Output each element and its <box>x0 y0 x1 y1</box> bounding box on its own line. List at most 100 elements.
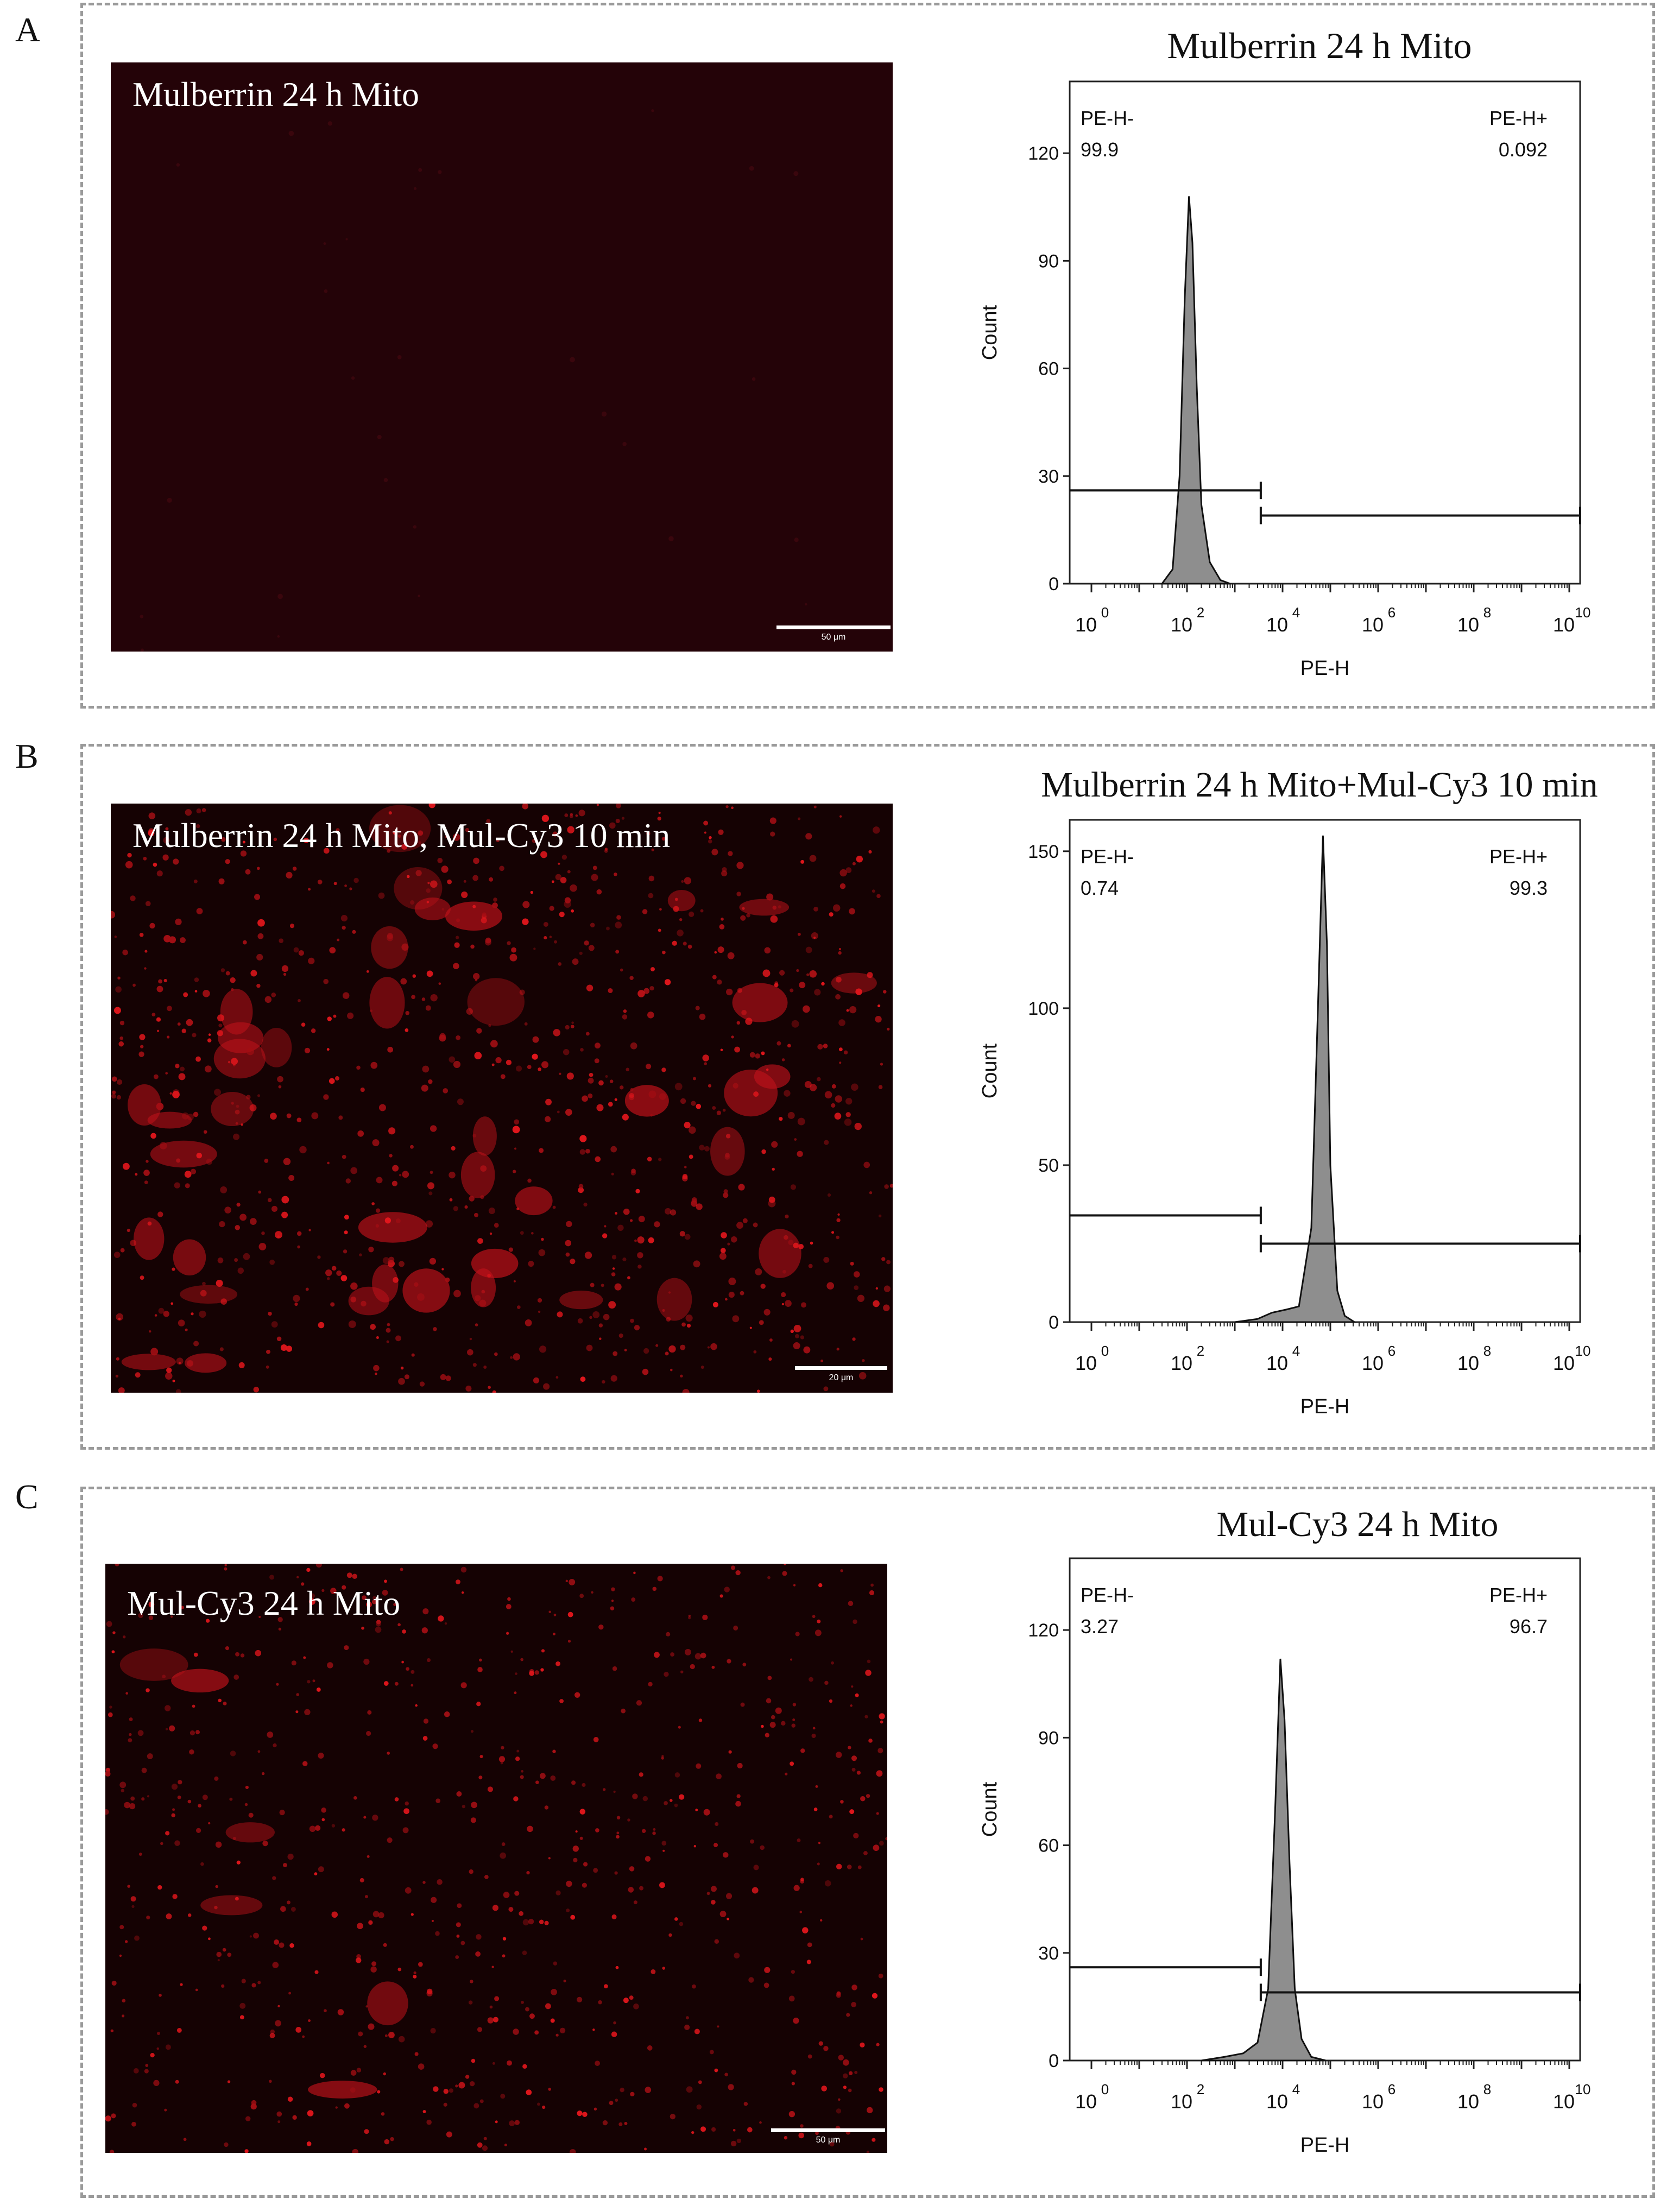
fluorescence-spot <box>469 1196 475 1202</box>
fluorescence-spot <box>495 1057 502 1064</box>
fluorescence-spot <box>388 2032 395 2038</box>
fluorescence-spot <box>400 1366 404 1370</box>
fluorescence-spot <box>454 942 460 948</box>
fluorescence-spot <box>595 2061 601 2066</box>
fluorescence-spot <box>823 1256 830 1263</box>
fluorescence-spot <box>366 1731 371 1736</box>
fluorescence-spot <box>700 1366 704 1369</box>
fluorescence-spot <box>402 1827 409 1834</box>
fluorescence-spot <box>473 973 480 980</box>
fluorescence-spot <box>225 971 230 976</box>
fluorescence-spot <box>214 1089 221 1096</box>
fluorescence-spot <box>559 912 565 918</box>
fluorescence-spot <box>495 2120 498 2123</box>
fluorescence-spot <box>153 1074 159 1079</box>
fluorescence-spot <box>704 831 706 834</box>
fluorescence-spot <box>217 1030 223 1037</box>
fluorescence-spot <box>214 1905 218 1910</box>
fluorescence-spot <box>506 1632 509 1635</box>
fluorescence-spot <box>370 1061 378 1069</box>
fluorescence-spot <box>532 838 536 843</box>
fluorescence-spot <box>191 1312 194 1316</box>
fluorescence-spot <box>863 1851 868 1856</box>
x-tick-exponent: 4 <box>1292 2081 1300 2097</box>
fluorescence-spot <box>377 434 382 440</box>
fluorescence-spot <box>591 874 598 881</box>
fluorescence-spot <box>400 978 407 985</box>
fluorescence-spot <box>651 1969 656 1974</box>
fluorescence-spot <box>606 926 610 931</box>
fluorescence-spot <box>736 1794 741 1798</box>
x-tick-exponent: 2 <box>1197 2081 1204 2097</box>
fluorescence-spot <box>303 837 309 843</box>
fluorescence-spot <box>441 865 449 873</box>
fluorescence-spot <box>707 1346 710 1349</box>
fluorescence-spot <box>444 835 448 839</box>
fluorescence-spot <box>740 1291 744 1295</box>
fluorescence-spot <box>141 1797 145 1801</box>
fluorescence-spot <box>836 1235 839 1240</box>
fluorescence-spot <box>288 1992 292 1995</box>
fluorescence-spot <box>324 2009 327 2013</box>
fluorescence-spot <box>522 2064 527 2069</box>
fluorescence-spot <box>143 1170 150 1176</box>
fluorescence-spot <box>749 1326 752 1329</box>
fluorescence-spot <box>430 1125 437 1132</box>
fluorescence-spot <box>363 1816 367 1819</box>
fluorescence-spot <box>594 1058 599 1064</box>
fluorescence-spot <box>849 1809 855 1815</box>
fluorescence-spot <box>510 1650 513 1653</box>
fluorescence-spot <box>125 861 133 869</box>
fluorescence-spot <box>647 1156 652 1162</box>
fluorescence-spot <box>277 1076 283 1083</box>
fluorescence-spot <box>649 986 654 991</box>
fluorescence-spot <box>555 874 561 880</box>
fluorescence-spot <box>301 1582 305 1586</box>
fluorescence-spot <box>538 1310 541 1313</box>
micrograph-background <box>105 1564 887 2153</box>
fluorescence-spot <box>164 2108 167 2112</box>
fluorescence-spot <box>194 977 199 982</box>
fluorescence-spot <box>147 1221 152 1226</box>
fluorescence-spot <box>637 990 645 997</box>
fluorescence-spot <box>721 918 724 921</box>
fluorescence-spot <box>753 1865 759 1870</box>
fluorescence-spot <box>296 1231 302 1236</box>
fluorescence-spot <box>601 411 607 417</box>
fluorescence-spot <box>622 441 627 446</box>
y-tick-label: 90 <box>1038 1728 1059 1748</box>
fluorescence-spot <box>359 1253 362 1256</box>
fluorescence-spot <box>711 2127 716 2132</box>
fluorescence-spot <box>794 1334 799 1338</box>
fluorescence-spot <box>176 163 180 167</box>
x-tick-label: 10 <box>1171 614 1192 636</box>
x-tick-label: 10 <box>1362 2090 1384 2113</box>
fluorescence-spot <box>377 2090 381 2094</box>
fluorescence-spot <box>371 1202 375 1205</box>
fluorescence-spot <box>267 1198 272 1203</box>
scale-bar-label: 50 μm <box>821 633 846 642</box>
fluorescence-spot <box>820 1359 824 1363</box>
fluorescence-spot <box>837 1213 840 1216</box>
fluorescence-spot <box>176 1357 184 1365</box>
fluorescence-spot <box>541 814 550 822</box>
fluorescence-spot <box>642 1368 649 1375</box>
fluorescence-spot <box>513 1280 516 1282</box>
fluorescence-spot <box>674 1772 680 1778</box>
fluorescence-spot <box>566 1908 570 1913</box>
fluorescence-spot <box>617 1224 624 1231</box>
fluorescence-spot <box>567 1640 571 1643</box>
fluorescence-spot <box>696 1103 702 1109</box>
fluorescence-spot <box>421 1627 428 1634</box>
x-tick-label: 10 <box>1457 1352 1479 1374</box>
fluorescence-spot <box>435 1931 440 1936</box>
fluorescence-spot <box>883 1304 890 1311</box>
fluorescence-spot <box>750 1839 755 1844</box>
fluorescence-spot <box>214 1776 219 1781</box>
fluorescence-spot <box>422 1736 428 1741</box>
fluorescence-spot <box>602 2120 608 2126</box>
fluorescence-spot <box>541 1237 544 1241</box>
fluorescence-spot <box>752 377 756 381</box>
fluorescence-spot <box>598 1624 604 1630</box>
fluorescence-spot <box>717 979 722 985</box>
